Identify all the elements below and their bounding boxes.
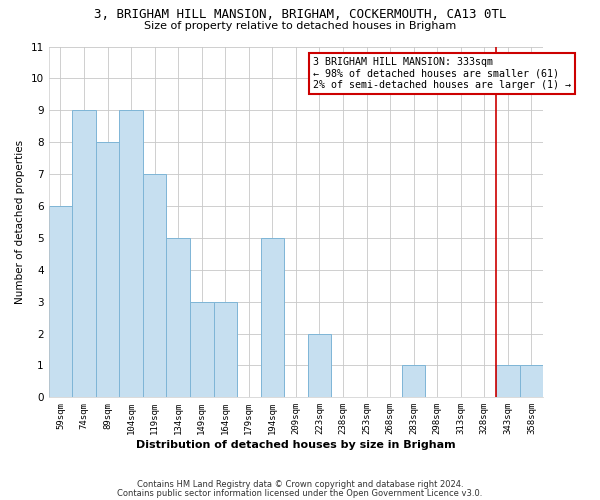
Bar xyxy=(520,366,543,398)
Bar xyxy=(119,110,143,398)
Text: 3, BRIGHAM HILL MANSION, BRIGHAM, COCKERMOUTH, CA13 0TL: 3, BRIGHAM HILL MANSION, BRIGHAM, COCKER… xyxy=(94,8,506,20)
Bar xyxy=(402,366,425,398)
Text: 3 BRIGHAM HILL MANSION: 333sqm
← 98% of detached houses are smaller (61)
2% of s: 3 BRIGHAM HILL MANSION: 333sqm ← 98% of … xyxy=(313,57,571,90)
Bar xyxy=(308,334,331,398)
Bar xyxy=(96,142,119,398)
Text: Contains HM Land Registry data © Crown copyright and database right 2024.: Contains HM Land Registry data © Crown c… xyxy=(137,480,463,489)
Bar xyxy=(496,366,520,398)
Text: Size of property relative to detached houses in Brigham: Size of property relative to detached ho… xyxy=(144,21,456,31)
Bar xyxy=(72,110,96,398)
Bar xyxy=(260,238,284,398)
Bar xyxy=(143,174,166,398)
Bar xyxy=(49,206,72,398)
Bar xyxy=(166,238,190,398)
Bar xyxy=(190,302,214,398)
Bar xyxy=(214,302,237,398)
Text: Contains public sector information licensed under the Open Government Licence v3: Contains public sector information licen… xyxy=(118,489,482,498)
Y-axis label: Number of detached properties: Number of detached properties xyxy=(15,140,25,304)
X-axis label: Distribution of detached houses by size in Brigham: Distribution of detached houses by size … xyxy=(136,440,456,450)
